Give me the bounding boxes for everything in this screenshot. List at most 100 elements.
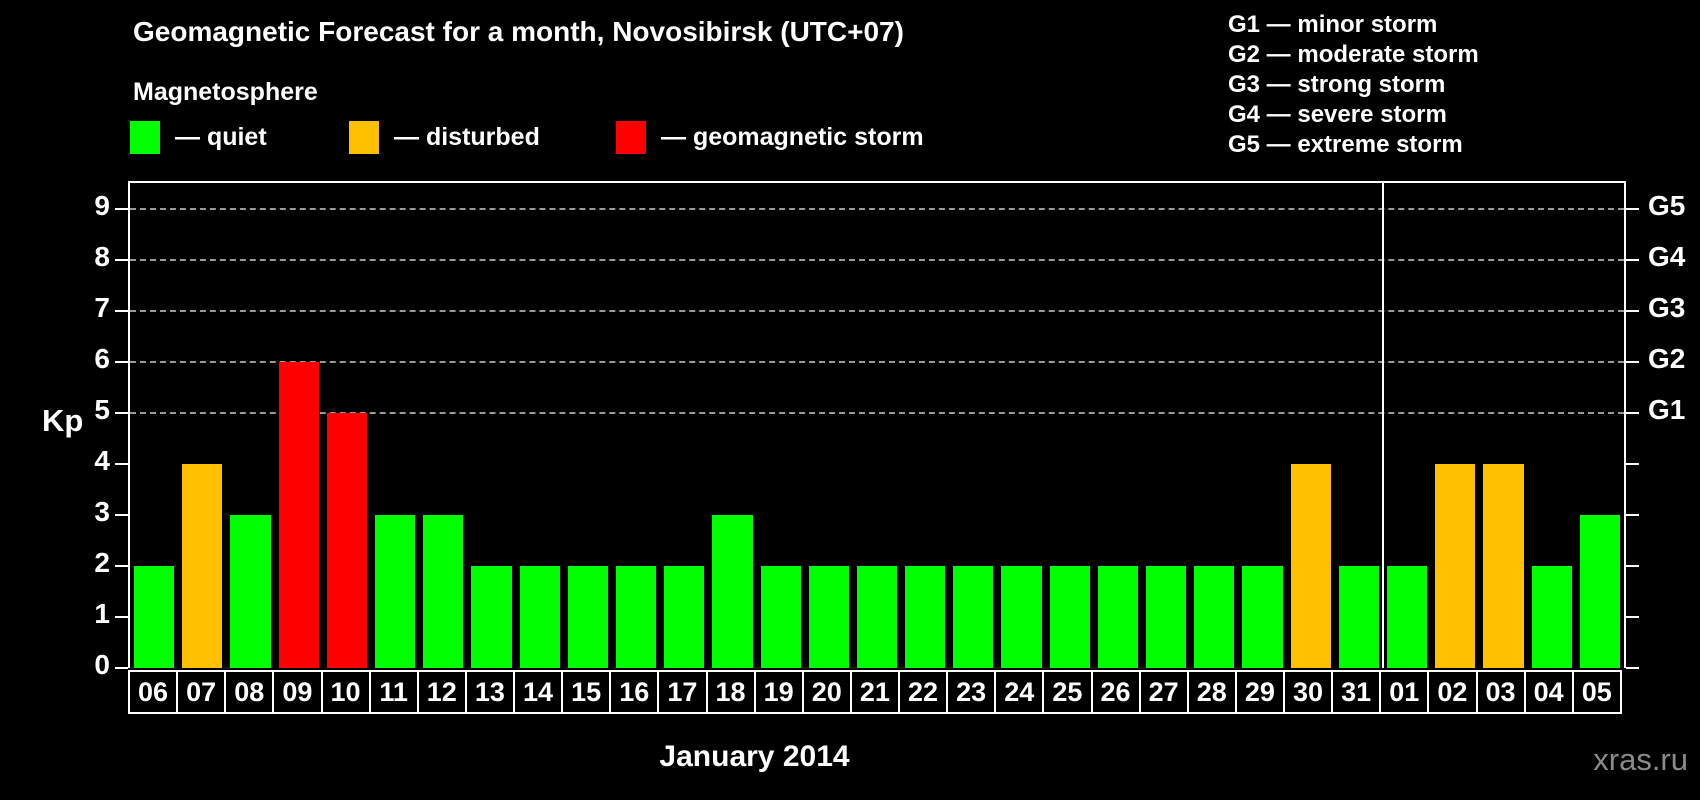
right-axis-tick-kp2 <box>1626 565 1639 567</box>
g-scale-legend: G1 — minor storm G2 — moderate storm G3 — … <box>1228 10 1479 160</box>
left-axis-tick-kp6 <box>115 361 128 363</box>
right-axis-label-g1: G1 <box>1648 394 1686 425</box>
kp-bar-day-28 <box>1194 566 1235 668</box>
watermark: xras.ru <box>1593 742 1688 777</box>
left-axis-tick-kp5 <box>115 412 128 414</box>
day-label-28: 28 <box>1186 670 1235 714</box>
legend-label-disturbed: — disturbed <box>394 123 540 151</box>
right-axis-tick-kp1 <box>1626 616 1639 618</box>
kp-bar-day-18 <box>712 515 753 668</box>
kp-bar-day-22 <box>905 566 946 668</box>
day-label-02: 02 <box>1427 670 1476 714</box>
kp-bar-day-19 <box>760 566 801 668</box>
day-label-05: 05 <box>1571 670 1622 714</box>
day-label-26: 26 <box>1090 670 1139 714</box>
g-scale-legend-line: G1 — minor storm <box>1228 11 1438 38</box>
left-axis-tick-kp4 <box>115 463 128 465</box>
day-label-12: 12 <box>416 670 465 714</box>
gridline-kp5 <box>130 412 1624 414</box>
day-label-23: 23 <box>946 670 995 714</box>
disturbed-color-swatch <box>349 121 379 154</box>
day-label-06: 06 <box>128 670 177 714</box>
right-axis-tick-kp9 <box>1626 208 1639 210</box>
right-axis-label-g5: G5 <box>1648 190 1686 221</box>
kp-bar-day-03 <box>1483 464 1524 668</box>
day-label-08: 08 <box>224 670 273 714</box>
kp-bar-day-31 <box>1338 566 1380 668</box>
legend-label-storm: — geomagnetic storm <box>661 123 924 151</box>
kp-bar-day-07 <box>182 464 223 668</box>
g-scale-legend-line: G3 — strong storm <box>1228 71 1446 98</box>
day-label-24: 24 <box>994 670 1043 714</box>
legend-item-disturbed: — disturbed <box>349 121 540 154</box>
legend-label-quiet: — quiet <box>175 123 267 151</box>
kp-bar-day-09 <box>278 362 319 668</box>
y-tick-label-9: 9 <box>94 190 110 221</box>
right-axis-tick-kp8 <box>1626 259 1639 261</box>
kp-bar-day-04 <box>1531 566 1572 668</box>
left-axis-tick-kp9 <box>115 208 128 210</box>
y-tick-label-4: 4 <box>94 445 110 476</box>
g-scale-legend-line: G4 — severe storm <box>1228 101 1447 128</box>
legend-item-storm: — geomagnetic storm <box>616 121 924 154</box>
kp-bar-day-13 <box>471 566 512 668</box>
day-label-11: 11 <box>368 670 417 714</box>
kp-bar-day-24 <box>1001 566 1042 668</box>
day-label-04: 04 <box>1523 670 1572 714</box>
kp-bar-day-08 <box>230 515 271 668</box>
day-label-17: 17 <box>657 670 706 714</box>
y-tick-label-0: 0 <box>94 649 110 680</box>
day-label-07: 07 <box>176 670 225 714</box>
y-tick-label-8: 8 <box>94 241 110 272</box>
day-label-29: 29 <box>1234 670 1283 714</box>
left-axis-tick-kp3 <box>115 514 128 516</box>
left-axis-tick-kp8 <box>115 259 128 261</box>
right-axis-tick-kp5 <box>1626 412 1639 414</box>
kp-bar-day-02 <box>1435 464 1476 668</box>
left-axis-tick-kp1 <box>115 616 128 618</box>
day-label-25: 25 <box>1042 670 1091 714</box>
kp-bar-day-06 <box>134 566 175 668</box>
right-axis-tick-kp4 <box>1626 463 1639 465</box>
kp-bar-day-10 <box>326 413 367 668</box>
kp-bar-day-12 <box>423 515 464 668</box>
g-scale-legend-line: G2 — moderate storm <box>1228 41 1479 68</box>
y-tick-label-3: 3 <box>94 496 110 527</box>
day-label-19: 19 <box>753 670 802 714</box>
g-scale-legend-line: G5 — extreme storm <box>1228 131 1463 158</box>
day-label-18: 18 <box>705 670 754 714</box>
y-tick-label-1: 1 <box>94 598 110 629</box>
storm-color-swatch <box>616 121 646 154</box>
right-axis-label-g2: G2 <box>1648 343 1686 374</box>
kp-bar-day-01 <box>1387 566 1428 668</box>
kp-bar-day-11 <box>374 515 416 668</box>
y-tick-label-7: 7 <box>94 292 110 323</box>
day-label-16: 16 <box>609 670 658 714</box>
day-label-30: 30 <box>1283 670 1332 714</box>
kp-bar-day-30 <box>1290 464 1331 668</box>
gridline-kp6 <box>130 361 1624 363</box>
kp-bar-day-29 <box>1242 566 1283 668</box>
gridline-kp9 <box>130 208 1624 210</box>
day-label-09: 09 <box>272 670 321 714</box>
x-axis-day-labels: 06 07 08 09 10 11 12 13 14 15 16 17 18 19 20 21 22 23 24 25… <box>128 670 1622 714</box>
y-axis-title: Kp <box>42 403 84 438</box>
gridline-kp8 <box>130 259 1624 261</box>
day-label-01: 01 <box>1379 670 1428 714</box>
right-axis-tick-kp6 <box>1626 361 1639 363</box>
day-label-22: 22 <box>898 670 947 714</box>
magnetosphere-subtitle: Magnetosphere <box>133 78 318 106</box>
day-label-03: 03 <box>1475 670 1524 714</box>
day-label-31: 31 <box>1331 670 1380 714</box>
day-label-13: 13 <box>464 670 513 714</box>
quiet-color-swatch <box>130 121 160 154</box>
kp-bar-day-16 <box>615 566 657 668</box>
gridline-kp7 <box>130 310 1624 312</box>
day-label-10: 10 <box>320 670 369 714</box>
kp-bar-day-14 <box>519 566 560 668</box>
kp-bar-day-23 <box>953 566 994 668</box>
kp-bar-day-15 <box>567 566 608 668</box>
kp-bar-day-21 <box>856 566 898 668</box>
kp-bar-day-05 <box>1579 515 1620 668</box>
